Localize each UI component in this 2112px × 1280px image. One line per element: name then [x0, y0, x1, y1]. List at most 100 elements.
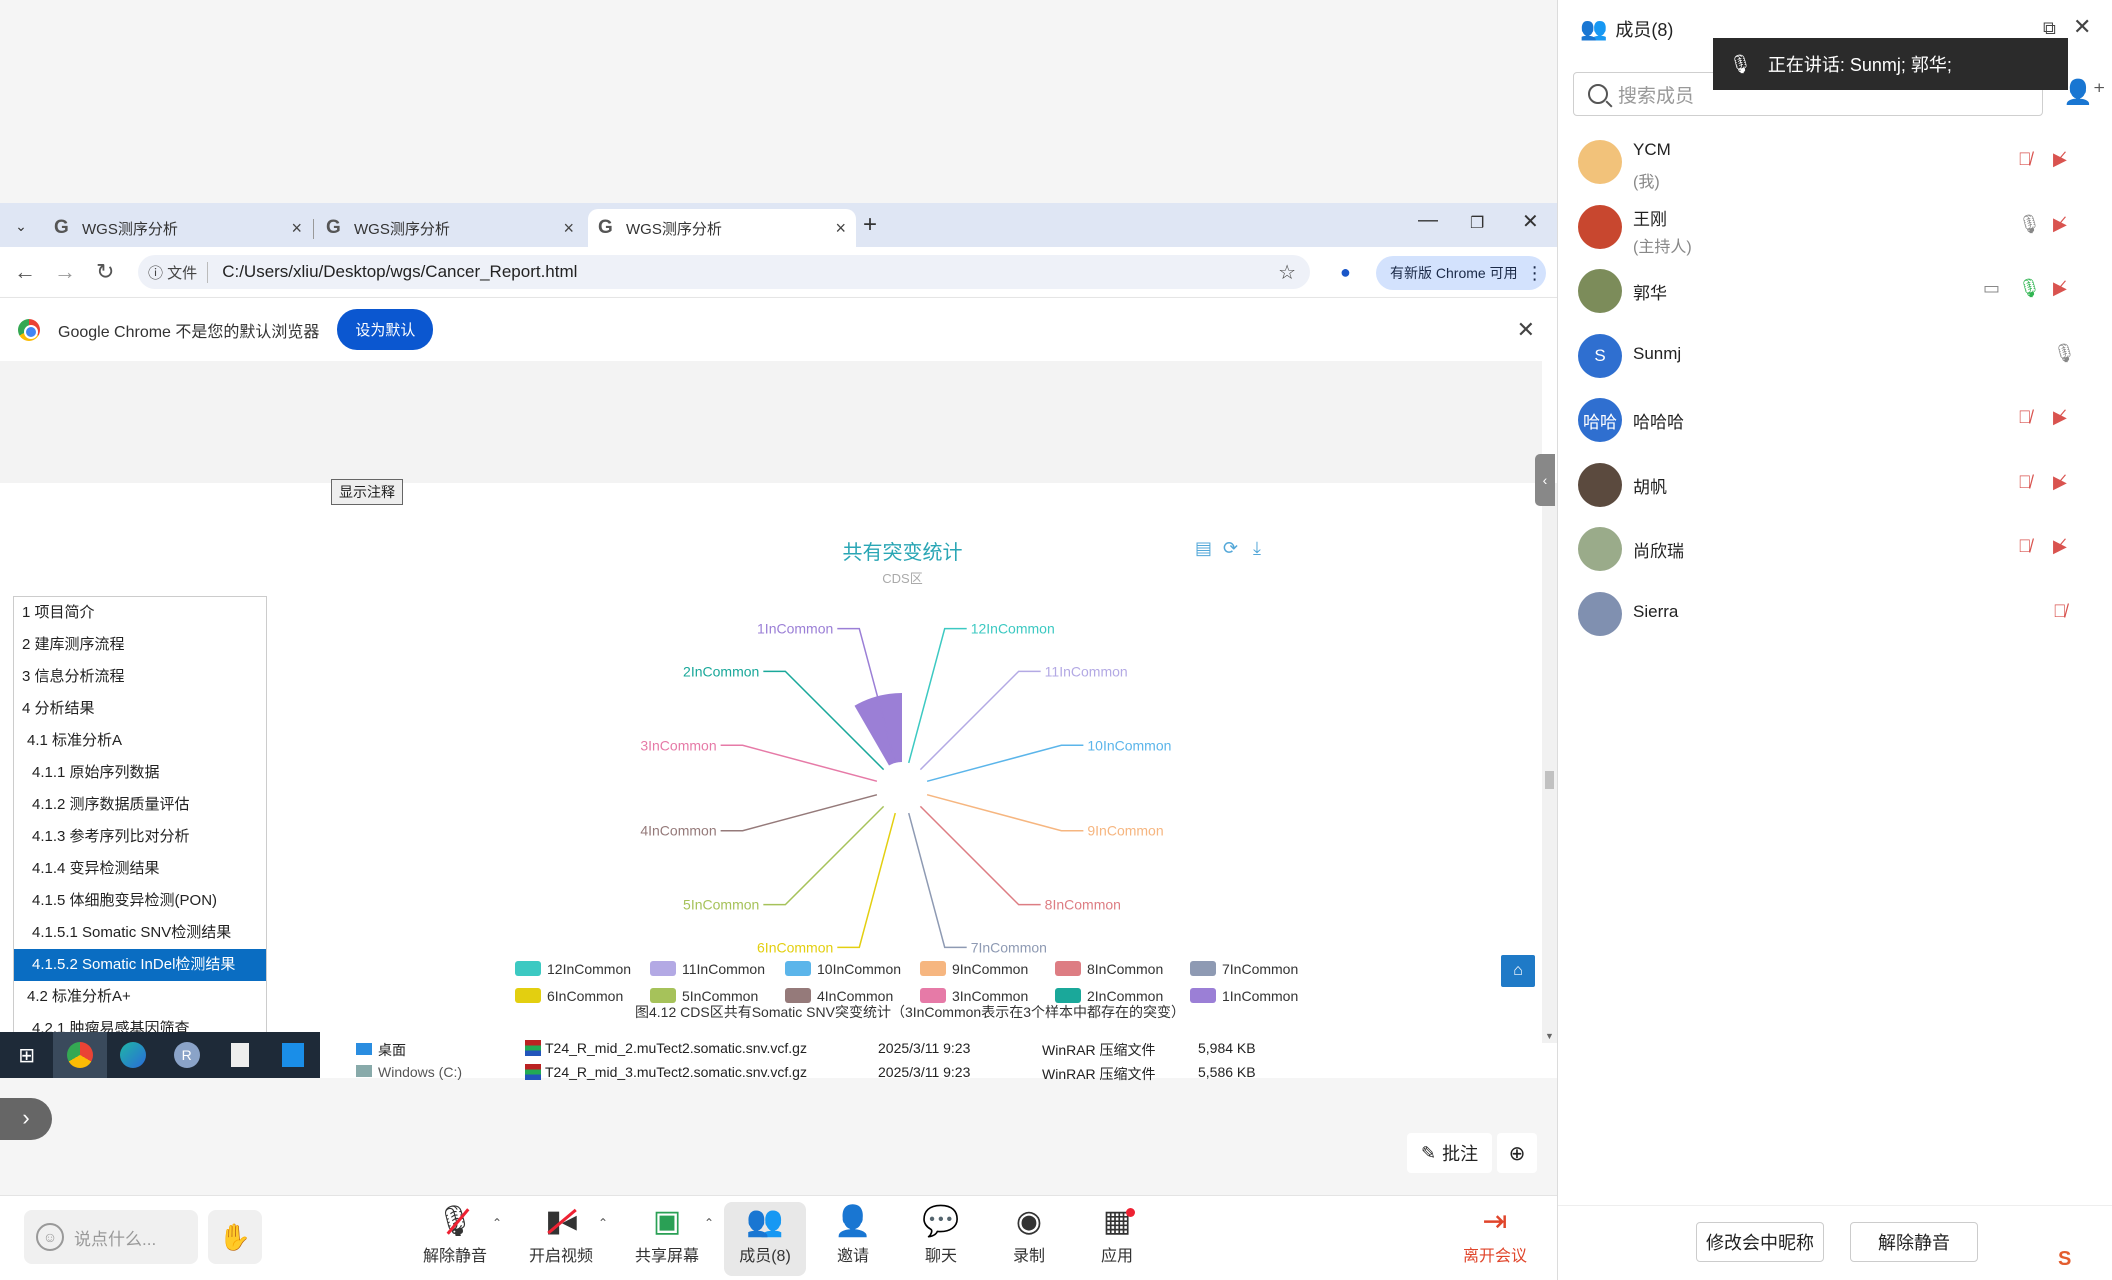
- legend-swatch[interactable]: [1190, 961, 1216, 976]
- member-row[interactable]: YCM (我) 🎙̸ ▶̸: [1558, 132, 2112, 196]
- toc-item[interactable]: 4.1.3 参考序列比对分析: [32, 828, 190, 845]
- chrome-taskbar-icon[interactable]: [53, 1032, 107, 1078]
- video-off-icon[interactable]: ▶̸: [2053, 407, 2067, 427]
- site-info-chip[interactable]: ⓘ 文件: [148, 261, 209, 283]
- legend-swatch[interactable]: [1055, 988, 1081, 1003]
- toc-item[interactable]: 4.1.2 测序数据质量评估: [32, 796, 190, 813]
- folder-desktop[interactable]: 桌面: [356, 1040, 406, 1060]
- legend-swatch[interactable]: [515, 961, 541, 976]
- browser-tab-1[interactable]: G WGS测序分析 ×: [44, 209, 312, 247]
- legend-swatch[interactable]: [1055, 961, 1081, 976]
- video-off-icon[interactable]: ▶̸: [2053, 213, 2067, 234]
- mic-icon[interactable]: 🎙: [2018, 213, 2041, 234]
- legend-label[interactable]: 10InCommon: [817, 961, 901, 977]
- new-tab-icon[interactable]: +: [863, 211, 878, 238]
- add-member-icon[interactable]: 👤⁺: [2063, 79, 2106, 106]
- legend-label[interactable]: 7InCommon: [1222, 961, 1298, 977]
- start-video-button[interactable]: ▮◂ 开启视频 ⌃: [520, 1202, 608, 1276]
- say-something-input[interactable]: ☺ 说点什么...: [24, 1210, 198, 1264]
- annotate-button[interactable]: ✎ 批注: [1407, 1133, 1493, 1173]
- page-scrollbar[interactable]: ▲ ▼: [1542, 483, 1557, 1043]
- video-off-icon[interactable]: ▶̸: [2053, 536, 2067, 556]
- record-button[interactable]: ◉ 录制: [988, 1202, 1070, 1276]
- toc-item[interactable]: 4.1.5.1 Somatic SNV检测结果: [32, 924, 232, 941]
- mic-muted-icon[interactable]: 🎙̸: [2018, 471, 2032, 492]
- video-options-caret[interactable]: ⌃: [597, 1216, 608, 1230]
- chrome-update-button[interactable]: 有新版 Chrome 可用 ⋮: [1376, 256, 1546, 290]
- tab-close-icon[interactable]: ×: [563, 217, 574, 238]
- leave-meeting-button[interactable]: ⇥ 离开会议: [1454, 1202, 1536, 1276]
- legend-label[interactable]: 1InCommon: [1222, 988, 1298, 1004]
- browser-tab-2[interactable]: G WGS测序分析 ×: [316, 209, 584, 247]
- legend-swatch[interactable]: [1190, 988, 1216, 1003]
- mic-icon[interactable]: 🎙: [2018, 278, 2041, 298]
- legend-swatch[interactable]: [785, 961, 811, 976]
- legend-swatch[interactable]: [920, 961, 946, 976]
- toc-item[interactable]: 4.1.1 原始序列数据: [32, 764, 160, 781]
- mic-muted-icon[interactable]: 🎙̸: [2018, 407, 2032, 427]
- unmute-all-button[interactable]: 解除静音: [1850, 1222, 1978, 1262]
- raise-hand-icon[interactable]: ✋: [208, 1210, 262, 1264]
- toc-item[interactable]: 4 分析结果: [22, 700, 95, 717]
- apps-button[interactable]: ▦ 应用: [1076, 1202, 1158, 1276]
- data-view-icon[interactable]: ▤: [1195, 538, 1213, 558]
- mic-muted-icon[interactable]: 🎙̸: [2018, 536, 2032, 556]
- scroll-down-icon[interactable]: ▼: [1545, 1031, 1554, 1041]
- legend-swatch[interactable]: [515, 988, 541, 1003]
- legend-swatch[interactable]: [785, 988, 811, 1003]
- profile-icon[interactable]: ●: [1340, 262, 1351, 282]
- mic-muted-icon[interactable]: 🎙̸: [2018, 149, 2032, 169]
- infobar-close-icon[interactable]: ✕: [1516, 316, 1535, 342]
- file-row[interactable]: Windows (C:) T24_R_mid_3.muTect2.somatic…: [320, 1062, 1280, 1084]
- bookmark-star-icon[interactable]: ☆: [1278, 261, 1296, 284]
- app-taskbar-icon[interactable]: [267, 1032, 320, 1078]
- back-icon[interactable]: ←: [14, 259, 36, 284]
- forward-icon[interactable]: →: [54, 259, 76, 284]
- toc-item[interactable]: 4.1.5 体细胞变异检测(PON): [32, 892, 218, 909]
- window-close-icon[interactable]: ✕: [1522, 211, 1539, 233]
- tab-close-icon[interactable]: ×: [835, 217, 846, 238]
- side-collapse-handle[interactable]: ‹: [1535, 454, 1555, 506]
- video-off-icon[interactable]: ▶̸: [2053, 278, 2067, 298]
- legend-swatch[interactable]: [650, 961, 676, 976]
- expand-toolbar-icon[interactable]: ›: [0, 1098, 52, 1140]
- toc-item[interactable]: 4.1 标准分析A: [27, 732, 123, 749]
- r-taskbar-icon[interactable]: R: [160, 1032, 213, 1078]
- refresh-icon[interactable]: ⟳: [1223, 538, 1239, 558]
- legend-label[interactable]: 2InCommon: [1087, 988, 1163, 1004]
- legend-label[interactable]: 8InCommon: [1087, 961, 1163, 977]
- scroll-thumb[interactable]: [1545, 771, 1554, 789]
- restore-icon[interactable]: ❐: [1470, 215, 1485, 232]
- mic-icon[interactable]: 🎙: [2053, 342, 2076, 363]
- legend-label[interactable]: 6InCommon: [547, 988, 623, 1004]
- toc-item[interactable]: 1 项目简介: [22, 604, 95, 621]
- video-off-icon[interactable]: ▶̸: [2053, 149, 2067, 169]
- file-taskbar-icon[interactable]: [213, 1032, 266, 1078]
- set-default-button[interactable]: 设为默认: [337, 309, 434, 350]
- toc-item[interactable]: 4.2 标准分析A+: [27, 988, 131, 1005]
- download-icon[interactable]: ⤓: [1253, 538, 1261, 558]
- member-row[interactable]: 郭华 ▭ 🎙 ▶̸: [1558, 261, 2112, 325]
- panel-close-icon[interactable]: ✕: [2073, 14, 2092, 39]
- member-row[interactable]: 王刚 (主持人) 🎙 ▶̸: [1558, 197, 2112, 261]
- member-row[interactable]: 尚欣瑞 🎙̸ ▶̸: [1558, 519, 2112, 583]
- member-row[interactable]: Sierra 🎙̸: [1558, 584, 2112, 648]
- legend-swatch[interactable]: [920, 988, 946, 1003]
- chat-button[interactable]: 💬 聊天: [900, 1202, 982, 1276]
- video-off-icon[interactable]: ▶̸: [2053, 471, 2067, 492]
- zoom-in-icon[interactable]: ⊕: [1497, 1133, 1537, 1173]
- reload-icon[interactable]: ↻: [96, 259, 115, 284]
- legend-label[interactable]: 5InCommon: [682, 988, 758, 1004]
- toc-item[interactable]: 4.1.5.2 Somatic InDel检测结果: [14, 949, 266, 981]
- member-row[interactable]: S Sunmj 🎙: [1558, 326, 2112, 390]
- mic-muted-icon[interactable]: 🎙̸: [2053, 600, 2067, 621]
- member-row[interactable]: 哈哈 哈哈哈 🎙̸ ▶̸: [1558, 390, 2112, 454]
- windows-start-icon[interactable]: ⊞: [18, 1044, 36, 1067]
- toc-item[interactable]: 4.2.1 肿瘤易感基因筛查: [32, 1020, 190, 1036]
- edge-taskbar-icon[interactable]: [107, 1032, 160, 1078]
- legend-swatch[interactable]: [650, 988, 676, 1003]
- toc-item[interactable]: 2 建库测序流程: [22, 636, 125, 653]
- toc-item[interactable]: 3 信息分析流程: [22, 668, 125, 685]
- legend-label[interactable]: 12InCommon: [547, 961, 631, 977]
- menu-dots-icon[interactable]: ⋮: [1525, 262, 1544, 283]
